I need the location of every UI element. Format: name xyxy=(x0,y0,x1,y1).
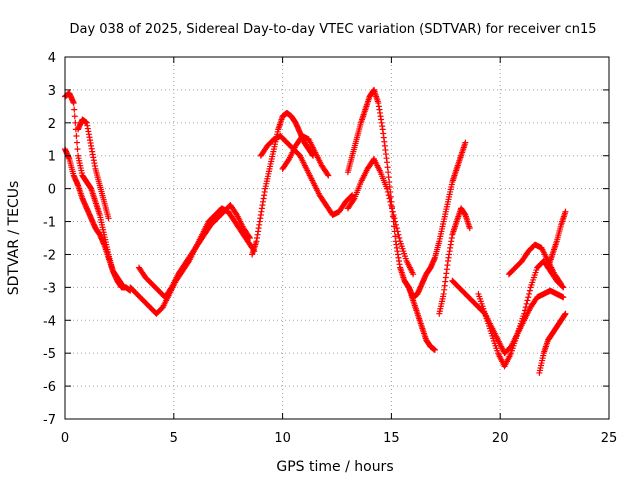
data-point xyxy=(105,215,112,222)
y-tick-label: 2 xyxy=(48,117,56,132)
data-point xyxy=(71,113,78,120)
data-point xyxy=(392,218,399,225)
data-point xyxy=(523,300,530,307)
data-point xyxy=(431,346,438,353)
data-point xyxy=(521,310,528,317)
data-point xyxy=(388,205,395,212)
data-point xyxy=(410,271,417,278)
data-point xyxy=(384,188,391,195)
data-point xyxy=(389,208,396,215)
data-point xyxy=(462,139,469,146)
y-tick-label: 4 xyxy=(48,51,56,66)
series-track-l xyxy=(436,205,473,317)
data-point xyxy=(118,281,125,288)
series-track-m xyxy=(449,277,567,357)
data-point xyxy=(325,172,332,179)
y-tick-label: 3 xyxy=(48,84,56,99)
y-tick-label: -3 xyxy=(43,281,56,296)
series-track-i xyxy=(344,86,438,353)
data-point xyxy=(395,231,402,238)
data-point xyxy=(387,198,394,205)
x-tick-label: 5 xyxy=(170,431,178,446)
data-point xyxy=(388,202,395,209)
data-point xyxy=(74,146,81,153)
plot-frame xyxy=(64,56,610,420)
series-track-p xyxy=(536,310,569,376)
series-track-j xyxy=(344,156,417,278)
series-track-a xyxy=(62,90,134,294)
y-tick-label: 1 xyxy=(48,150,56,165)
data-point xyxy=(350,196,357,203)
data-point xyxy=(526,290,533,297)
data-point xyxy=(73,139,80,146)
data-point xyxy=(557,279,564,286)
data-point xyxy=(72,119,79,126)
grid-layer xyxy=(65,57,609,419)
y-tick-label: -7 xyxy=(43,413,56,428)
x-axis-label: GPS time / hours xyxy=(276,459,393,475)
data-point xyxy=(391,215,398,222)
data-point xyxy=(390,211,397,218)
data-point xyxy=(394,228,401,235)
series-track-k xyxy=(405,139,469,301)
series-track-o xyxy=(505,241,565,288)
data-point xyxy=(386,195,393,202)
data-point xyxy=(522,304,529,311)
data-point xyxy=(384,185,391,192)
x-tick-label: 25 xyxy=(601,431,618,446)
y-tick-label: 0 xyxy=(48,183,56,198)
data-point xyxy=(246,235,253,241)
data-point xyxy=(396,235,403,241)
data-point xyxy=(73,132,80,139)
series-track-h xyxy=(279,132,332,179)
series-track-b xyxy=(62,146,125,288)
x-tick-label: 10 xyxy=(274,431,291,446)
y-tick-label: -6 xyxy=(43,380,56,395)
data-points xyxy=(62,86,569,376)
x-tick-label: 15 xyxy=(383,431,400,446)
data-point xyxy=(324,171,331,178)
x-tick-label: 0 xyxy=(61,431,69,446)
y-tick-label: -1 xyxy=(43,216,56,231)
data-point xyxy=(558,281,565,288)
data-point xyxy=(526,287,533,294)
data-point xyxy=(393,221,400,228)
series-track-q xyxy=(545,208,569,271)
series-track-e xyxy=(135,202,253,301)
data-point xyxy=(525,294,532,301)
y-tick-label: -4 xyxy=(43,314,56,329)
series-track-f xyxy=(249,109,317,258)
data-point xyxy=(349,192,356,199)
data-point xyxy=(70,100,77,107)
series-track-c xyxy=(75,116,112,222)
data-point xyxy=(524,297,531,304)
data-point xyxy=(466,225,473,232)
data-point xyxy=(560,284,567,291)
chart-title: Day 038 of 2025, Sidereal Day-to-day VTE… xyxy=(69,22,596,37)
y-axis-label: SDTVAR / TECUs xyxy=(6,181,22,296)
data-point xyxy=(562,310,569,317)
data-point xyxy=(560,294,567,301)
x-tick-label: 20 xyxy=(492,431,509,446)
data-point xyxy=(385,192,392,199)
data-point xyxy=(521,307,528,314)
axis-ticks: 0 5 10 15 20 25 -7 -6 -5 -4 -3 -2 -1 0 1 2 3 4 xyxy=(43,51,617,446)
data-point xyxy=(71,106,78,113)
data-point xyxy=(246,233,253,240)
y-tick-label: -5 xyxy=(43,347,56,362)
data-point xyxy=(393,225,400,232)
data-point xyxy=(562,208,569,215)
y-tick-label: -2 xyxy=(43,248,56,263)
